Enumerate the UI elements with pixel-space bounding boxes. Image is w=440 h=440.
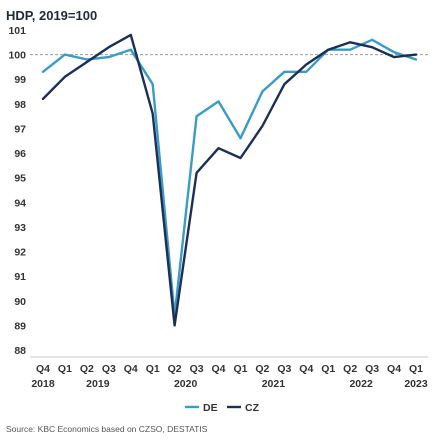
x-year-label: 2023 (404, 378, 428, 390)
legend-label-de: DE (203, 402, 218, 414)
y-tick-label: 97 (14, 123, 26, 135)
y-tick-label: 101 (8, 25, 26, 37)
x-tick-label: Q2 (168, 363, 182, 375)
y-tick-label: 96 (14, 148, 26, 160)
x-axis: Q4 Q1 Q2 Q3 Q4 Q1 Q2 Q3 Q4 Q1 Q2 Q3 Q4 Q1 Q2 Q3 Q4 Q12018… (30, 356, 428, 390)
x-tick-label: Q1 (58, 363, 72, 375)
x-tick-label: Q4 (124, 363, 138, 375)
x-tick-label: Q3 (102, 363, 116, 375)
legend-label-cz: CZ (245, 402, 260, 414)
x-tick-label: Q4 (36, 363, 50, 375)
y-tick-label: 91 (14, 271, 26, 283)
x-tick-label: Q1 (321, 363, 335, 375)
y-tick-label: 94 (14, 197, 26, 209)
y-tick-label: 92 (14, 247, 26, 259)
y-tick-label: 89 (14, 320, 26, 332)
y-tick-label: 95 (14, 173, 26, 185)
y-tick-label: 100 (8, 50, 26, 62)
x-year-label: 2019 (86, 378, 110, 390)
x-year-label: 2021 (262, 378, 286, 390)
x-tick-label: Q4 (387, 363, 401, 375)
y-tick-label: 90 (14, 296, 26, 308)
x-tick-label: Q2 (255, 363, 269, 375)
chart-title: HDP, 2019=100 (6, 8, 97, 23)
x-tick-label: Q4 (299, 363, 313, 375)
source-note: Source: KBC Economics based on CZSO, DES… (6, 424, 208, 434)
y-axis: 88 89 90 91 92 93 94 95 96 97 98 99 100 101 (8, 25, 26, 357)
x-tick-label: Q2 (80, 363, 94, 375)
x-tick-label: Q3 (190, 363, 204, 375)
x-tick-label: Q2 (343, 363, 357, 375)
series-line-cz (41, 33, 418, 327)
x-tick-label: Q1 (233, 363, 247, 375)
series-lines (41, 33, 418, 327)
x-year-label: 2018 (31, 378, 55, 390)
x-tick-label: Q1 (409, 363, 423, 375)
x-tick-label: Q4 (212, 363, 226, 375)
x-tick-label: Q3 (365, 363, 379, 375)
x-tick-label: Q3 (277, 363, 291, 375)
legend: DE CZ (185, 402, 260, 414)
x-year-label: 2022 (349, 378, 373, 390)
y-tick-label: 88 (14, 345, 26, 357)
y-tick-label: 93 (14, 222, 26, 234)
y-tick-label: 98 (14, 99, 26, 111)
y-tick-label: 99 (14, 74, 26, 86)
x-tick-label: Q1 (146, 363, 160, 375)
x-year-label: 2020 (174, 378, 198, 390)
series-line-de (41, 38, 418, 317)
